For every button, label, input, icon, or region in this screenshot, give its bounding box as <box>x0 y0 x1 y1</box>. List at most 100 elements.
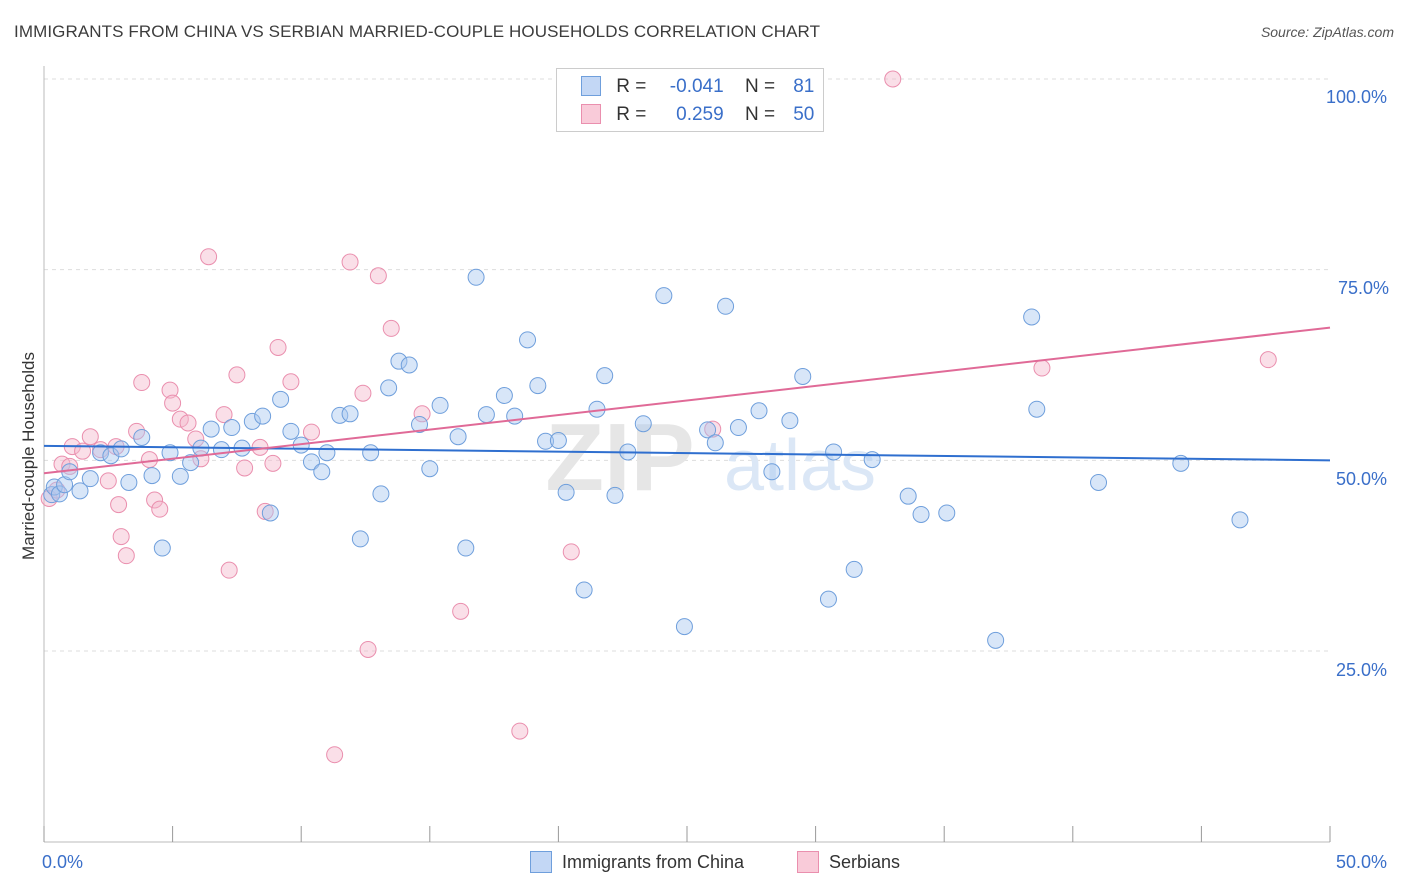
serbians-point <box>704 420 722 438</box>
legend-n-value-china: 81 <box>793 76 815 97</box>
legend-r-label: R = <box>616 76 647 97</box>
china-point <box>596 367 614 385</box>
serbians-point <box>110 496 128 514</box>
china-point <box>750 402 768 420</box>
china-point <box>182 454 200 472</box>
china-point <box>987 631 1005 649</box>
china-point <box>243 412 261 430</box>
legend-label-serbians: Serbians <box>829 852 901 872</box>
legend-n-value-serbians: 50 <box>793 104 815 125</box>
watermark-atlas: atlas <box>724 426 876 506</box>
china-point <box>411 415 429 433</box>
china-point <box>1023 308 1041 326</box>
chart-title: IMMIGRANTS FROM CHINA VS SERBIAN MARRIED… <box>14 22 821 41</box>
china-points <box>43 268 1249 649</box>
axes <box>43 66 1331 843</box>
china-point <box>655 287 673 305</box>
serbians-point <box>236 459 254 477</box>
serbians-point <box>382 319 400 337</box>
serbians-point <box>413 405 431 423</box>
serbians-point <box>164 394 182 412</box>
x-tick-min: 0.0% <box>42 852 84 872</box>
china-point <box>81 470 99 488</box>
china-swatch <box>581 76 601 96</box>
legend-n-label: N = <box>744 104 776 125</box>
correlation-legend: R = -0.041 N = 81 R = 0.259 N = 50 <box>556 68 824 132</box>
serbians-point <box>1033 359 1051 377</box>
serbians-point <box>452 602 470 620</box>
serbians-point <box>112 528 130 546</box>
china-point <box>912 505 930 523</box>
china-point <box>557 483 575 501</box>
y-tick-75: 75.0% <box>1338 278 1390 298</box>
serbians-point <box>200 248 218 266</box>
trend-lines <box>43 326 1331 475</box>
serbians-point <box>282 373 300 391</box>
china-point <box>549 432 567 450</box>
china-point <box>606 486 624 504</box>
china-point <box>781 412 799 430</box>
china-point <box>763 463 781 481</box>
china-point <box>699 421 717 439</box>
serbians-point <box>171 410 189 428</box>
watermark-zip: ZIP <box>545 404 694 511</box>
serbians-point <box>884 70 902 88</box>
serbians-point <box>264 454 282 472</box>
china-point <box>634 415 652 433</box>
china-point <box>1028 400 1046 418</box>
serbians-point <box>341 253 359 271</box>
y-tick-25: 25.0% <box>1336 660 1388 680</box>
legend-item-serbians: Serbians <box>797 851 900 873</box>
china-point <box>318 444 336 462</box>
china-point <box>372 485 390 503</box>
serbians-point <box>511 722 529 740</box>
legend-n-label: N = <box>744 76 776 97</box>
serbians-point <box>359 640 377 658</box>
x-tick-max: 50.0% <box>1336 852 1388 872</box>
serbians-point <box>220 561 238 579</box>
china-point <box>537 432 555 450</box>
china-point <box>71 482 89 500</box>
serbians-point <box>161 381 179 399</box>
serbians-point <box>302 423 320 441</box>
legend-r-label: R = <box>616 104 647 125</box>
china-point <box>92 444 110 462</box>
legend-row-serbians: R = 0.259 N = 50 <box>581 104 814 126</box>
legend-row-china: R = -0.041 N = 81 <box>581 76 814 98</box>
china-point <box>431 396 449 414</box>
serbians-trend-line <box>43 326 1331 475</box>
china-point <box>519 331 537 349</box>
china-point <box>845 560 863 578</box>
china-point <box>313 463 331 481</box>
china-point <box>717 297 735 315</box>
china-point <box>529 377 547 395</box>
china-point <box>495 387 513 405</box>
china-point <box>938 504 956 522</box>
serbians-point <box>326 746 344 764</box>
legend-label-china: Immigrants from China <box>562 852 745 872</box>
y-tick-100: 100.0% <box>1326 87 1388 107</box>
china-point <box>400 356 418 374</box>
china-point <box>794 367 812 385</box>
china-point <box>819 590 837 608</box>
china-point <box>272 390 290 408</box>
china-point <box>143 467 161 485</box>
serbians-point <box>151 500 169 518</box>
serbians-point <box>146 491 164 509</box>
y-tick-50: 50.0% <box>1336 469 1388 489</box>
china-point <box>863 451 881 469</box>
serbians-points <box>40 70 1277 764</box>
china-point <box>45 478 63 496</box>
china-swatch <box>530 851 552 873</box>
china-point <box>675 618 693 636</box>
legend-item-china: Immigrants from China <box>530 851 744 873</box>
serbians-point <box>562 543 580 561</box>
legend-r-value-china: -0.041 <box>669 76 724 97</box>
serbians-point <box>99 472 117 490</box>
china-point <box>899 487 917 505</box>
china-point <box>477 406 495 424</box>
china-point <box>254 407 272 425</box>
china-point <box>112 440 130 458</box>
china-point <box>575 581 593 599</box>
china-point <box>161 444 179 462</box>
